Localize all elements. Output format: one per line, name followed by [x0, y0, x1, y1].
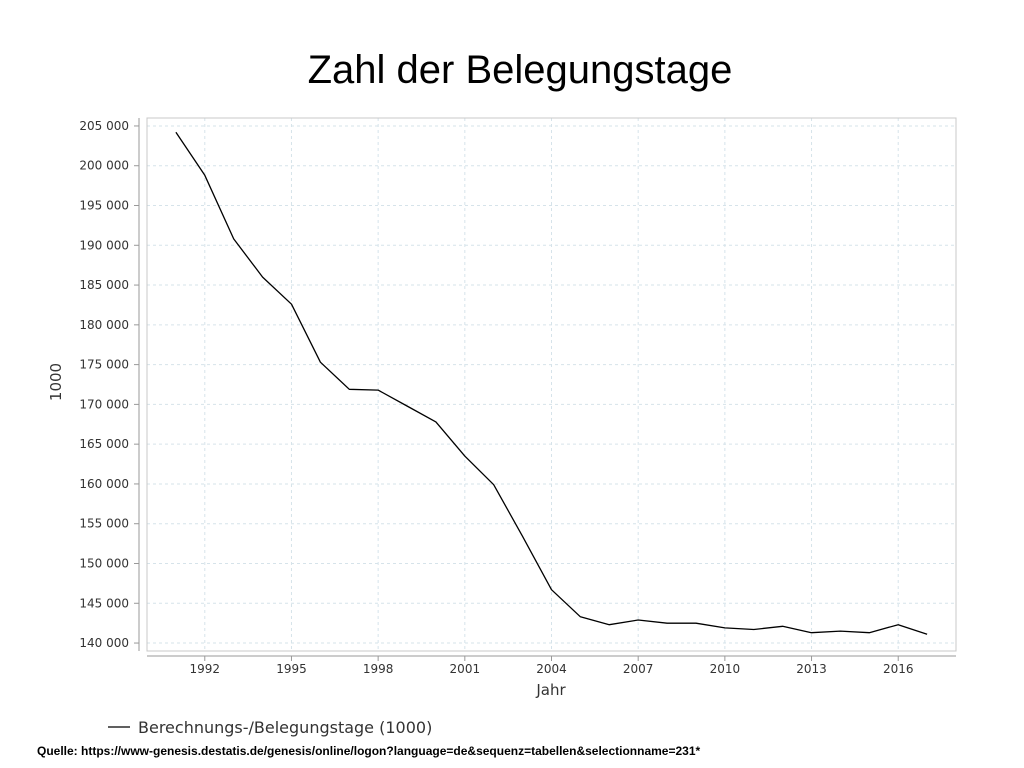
x-tick-label: 2016 [883, 662, 914, 676]
series-layer [175, 131, 928, 635]
y-tick-label: 160 000 [79, 477, 129, 491]
x-tick-label: 2001 [450, 662, 481, 676]
y-axis-title: 1000 [47, 363, 65, 401]
legend: Berechnungs-/Belegungstage (1000) [108, 718, 432, 737]
y-tick-label: 155 000 [79, 517, 129, 531]
x-tick-label: 2007 [623, 662, 654, 676]
x-axis-title: Jahr [535, 681, 566, 699]
y-tick-label: 195 000 [79, 199, 129, 213]
y-tick-label: 190 000 [79, 238, 129, 252]
y-tick-label: 185 000 [79, 278, 129, 292]
x-tick-label: 2010 [710, 662, 741, 676]
y-tick-label: 140 000 [79, 636, 129, 650]
y-tick-label: 165 000 [79, 437, 129, 451]
x-tick-label: 1992 [190, 662, 221, 676]
series-line [175, 131, 928, 635]
x-tick-label: 1995 [276, 662, 307, 676]
x-tick-label: 2013 [796, 662, 827, 676]
y-tick-label: 150 000 [79, 556, 129, 570]
legend-label: Berechnungs-/Belegungstage (1000) [138, 718, 432, 737]
y-axis-ticks: 140 000 145 000 150 000 155 000 160 000 165 0… [79, 119, 139, 650]
plot-frame [146, 117, 957, 652]
source-note: Quelle: https://www-genesis.destatis.de/… [37, 744, 701, 758]
y-tick-label: 180 000 [79, 318, 129, 332]
y-tick-label: 170 000 [79, 397, 129, 411]
x-tick-label: 2004 [536, 662, 567, 676]
y-tick-label: 200 000 [79, 159, 129, 173]
y-tick-label: 145 000 [79, 596, 129, 610]
y-tick-label: 175 000 [79, 358, 129, 372]
grid [147, 118, 956, 651]
y-tick-label: 205 000 [79, 119, 129, 133]
x-tick-label: 1998 [363, 662, 394, 676]
page-title: Zahl der Belegungstage [307, 48, 733, 92]
x-axis-ticks: 1992 1995 1998 2001 2004 2007 2010 2013 2016 [190, 656, 914, 676]
